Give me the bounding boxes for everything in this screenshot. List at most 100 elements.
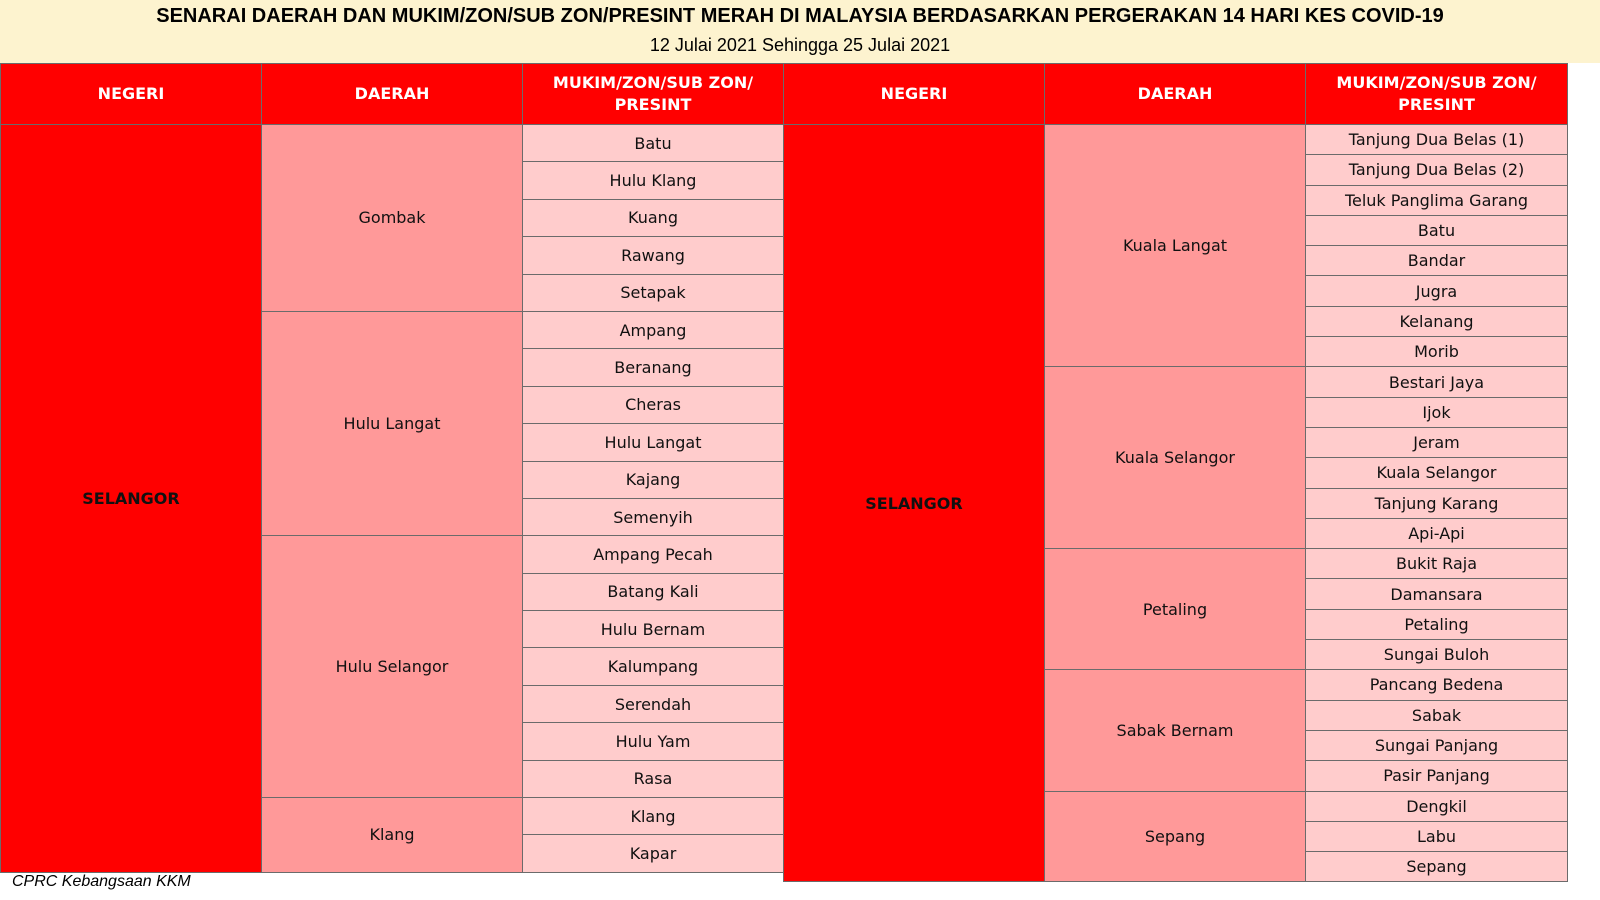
header-daerah: DAERAH xyxy=(261,63,523,125)
table-row: Hulu Bernam xyxy=(1,610,784,649)
mukim-cell: Pasir Panjang xyxy=(1305,760,1568,792)
table-row: Kalumpang xyxy=(1,647,784,686)
mukim-cell: Dengkil xyxy=(1305,790,1568,822)
mukim-cell: Bukit Raja xyxy=(1305,548,1568,580)
mukim-cell: Kelanang xyxy=(1305,305,1568,338)
mukim-cell: Cheras xyxy=(522,385,784,425)
negeri-cell: SELANGOR xyxy=(783,123,1045,883)
footer-source: CPRC Kebangsaan KKM xyxy=(12,873,191,890)
daerah-cell: Sabak Bernam xyxy=(1044,669,1306,792)
daerah-cell: Klang xyxy=(261,797,523,873)
table-row: Jugra xyxy=(784,275,1568,307)
table-row: Tanjung Karang xyxy=(784,487,1568,519)
mukim-cell: Morib xyxy=(1305,336,1568,368)
table-row: Sungai Buloh xyxy=(784,639,1568,671)
table-row: Kuala Selangor xyxy=(784,457,1568,489)
mukim-cell: Tanjung Dua Belas (2) xyxy=(1305,154,1568,186)
table-row: Rawang xyxy=(1,236,784,275)
mukim-cell: Petaling xyxy=(1305,608,1568,641)
mukim-cell: Kajang xyxy=(522,460,784,499)
mukim-cell: Sepang xyxy=(1305,851,1568,883)
header-negeri: NEGERI xyxy=(783,63,1045,125)
title-banner: SENARAI DAERAH DAN MUKIM/ZON/SUB ZON/PRE… xyxy=(0,0,1600,63)
mukim-cell: Kuala Selangor xyxy=(1305,457,1568,489)
mukim-cell: Jeram xyxy=(1305,426,1568,459)
daerah-cell: Sepang xyxy=(1044,790,1306,883)
mukim-cell: Rasa xyxy=(522,759,784,799)
table-row: Kapar xyxy=(1,834,784,873)
table-row: Bandar xyxy=(784,245,1568,277)
table-row: Cheras xyxy=(1,385,784,425)
mukim-cell: Api-Api xyxy=(1305,517,1568,550)
header-row: NEGERI DAERAH MUKIM/ZON/SUB ZON/ PRESINT xyxy=(783,63,1568,125)
mukim-cell: Bestari Jaya xyxy=(1305,366,1568,398)
table-row: Semenyih xyxy=(1,497,784,537)
mukim-cell: Tanjung Karang xyxy=(1305,487,1568,519)
table-row: Sungai Panjang xyxy=(784,729,1568,762)
header-row: NEGERI DAERAH MUKIM/ZON/SUB ZON/ PRESINT xyxy=(0,63,784,125)
daerah-cell: Hulu Selangor xyxy=(261,535,523,799)
table-row: Petaling Bukit Raja xyxy=(784,548,1568,671)
daerah-cell: Gombak xyxy=(261,124,523,312)
mukim-cell: Sungai Buloh xyxy=(1305,639,1568,671)
mukim-cell: Batang Kali xyxy=(522,572,784,612)
header-mukim: MUKIM/ZON/SUB ZON/ PRESINT xyxy=(522,63,784,125)
table-row: Setapak xyxy=(1,273,784,312)
table-row: Kuala Selangor Bestari Jaya xyxy=(784,366,1568,550)
table-row: Beranang xyxy=(1,348,784,387)
table-row: Tanjung Dua Belas (2) xyxy=(784,154,1568,186)
mukim-cell: Tanjung Dua Belas (1) xyxy=(1305,123,1568,156)
mukim-cell: Bandar xyxy=(1305,245,1568,277)
mukim-cell: Kapar xyxy=(522,834,784,873)
table-row: Hulu Selangor Ampang Pecah xyxy=(1,535,784,799)
table-row: Rasa xyxy=(1,759,784,799)
mukim-cell: Klang xyxy=(522,797,784,836)
mukim-cell: Sungai Panjang xyxy=(1305,729,1568,762)
mukim-cell: Rawang xyxy=(522,236,784,275)
daerah-cell: Hulu Langat xyxy=(261,310,523,537)
table-row: Kajang xyxy=(1,460,784,499)
mukim-cell: Ampang Pecah xyxy=(522,535,784,574)
mukim-cell: Damansara xyxy=(1305,578,1568,610)
negeri-cell: SELANGOR xyxy=(0,124,262,873)
daerah-cell: Petaling xyxy=(1044,548,1306,671)
mukim-cell: Setapak xyxy=(522,273,784,312)
table-row: Batang Kali xyxy=(1,572,784,612)
table-row: Teluk Panglima Garang xyxy=(784,184,1568,216)
left-zone-table: NEGERI DAERAH MUKIM/ZON/SUB ZON/ PRESINT… xyxy=(0,63,784,873)
daerah-cell: Kuala Selangor xyxy=(1044,366,1306,550)
table-row: SELANGOR Gombak Batu xyxy=(0,123,784,873)
table-row: Pasir Panjang xyxy=(784,760,1568,792)
table-row: Klang Klang xyxy=(1,797,784,873)
table-row: Batu xyxy=(784,214,1568,247)
mukim-cell: Ampang xyxy=(522,310,784,350)
mukim-cell: Hulu Klang xyxy=(522,161,784,200)
header-mukim: MUKIM/ZON/SUB ZON/ PRESINT xyxy=(1305,63,1568,125)
table-row: Hulu Langat Ampang xyxy=(1,310,784,537)
page-subtitle: 12 Julai 2021 Sehingga 25 Julai 2021 xyxy=(649,35,951,55)
table-row: Morib xyxy=(784,336,1568,368)
table-row: Hulu Klang xyxy=(1,161,784,200)
mukim-cell: Serendah xyxy=(522,684,784,724)
mukim-cell: Sabak xyxy=(1305,699,1568,731)
mukim-cell: Teluk Panglima Garang xyxy=(1305,184,1568,216)
table-row: Ijok xyxy=(784,396,1568,428)
header-negeri: NEGERI xyxy=(0,63,262,125)
mukim-cell: Kuang xyxy=(522,198,784,238)
mukim-cell: Semenyih xyxy=(522,497,784,537)
mukim-cell: Ijok xyxy=(1305,396,1568,428)
table-row: Labu xyxy=(784,820,1568,853)
daerah-cell: Kuala Langat xyxy=(1044,123,1306,368)
table-row: Hulu Yam xyxy=(1,722,784,761)
mukim-cell: Batu xyxy=(522,123,784,163)
mukim-cell: Hulu Bernam xyxy=(522,610,784,649)
mukim-cell: Hulu Langat xyxy=(522,423,784,462)
mukim-cell: Pancang Bedena xyxy=(1305,669,1568,701)
mukim-cell: Hulu Yam xyxy=(522,722,784,761)
mukim-cell: Jugra xyxy=(1305,275,1568,307)
table-row: Jeram xyxy=(784,426,1568,459)
right-zone-table: NEGERI DAERAH MUKIM/ZON/SUB ZON/ PRESINT… xyxy=(783,63,1568,883)
mukim-cell: Kalumpang xyxy=(522,647,784,686)
table-row: Sepang xyxy=(784,851,1568,883)
mukim-cell: Beranang xyxy=(522,348,784,387)
